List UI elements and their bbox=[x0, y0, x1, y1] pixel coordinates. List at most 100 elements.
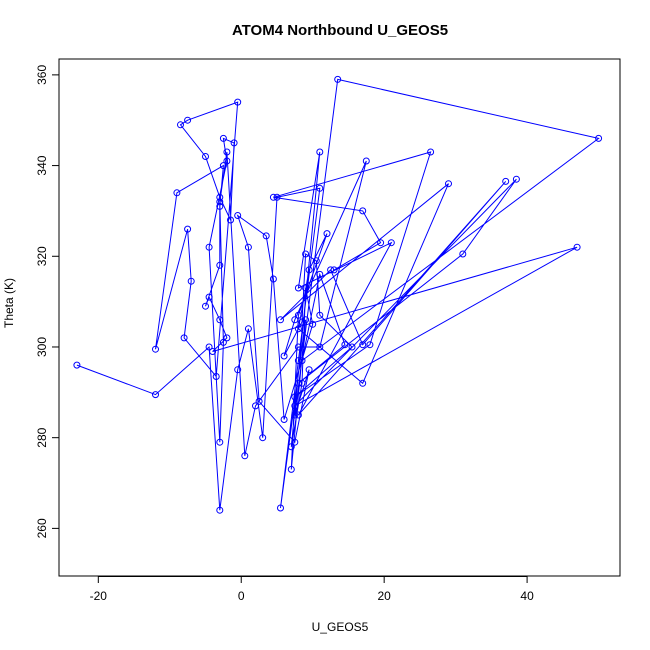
data-point bbox=[362, 157, 370, 165]
data-point bbox=[359, 341, 367, 349]
data-point bbox=[334, 75, 342, 83]
data-point bbox=[252, 402, 259, 410]
data-point bbox=[273, 193, 281, 201]
data-point bbox=[294, 411, 302, 419]
data-point bbox=[291, 402, 299, 410]
x-tick-label: 0 bbox=[238, 589, 245, 603]
plot-box bbox=[58, 58, 621, 577]
data-point bbox=[309, 320, 317, 328]
data-point bbox=[219, 338, 227, 346]
data-point bbox=[302, 250, 310, 258]
data-point bbox=[512, 175, 520, 183]
data-point bbox=[187, 277, 195, 285]
data-point bbox=[173, 189, 181, 197]
data-point bbox=[219, 162, 227, 170]
data-point bbox=[234, 366, 242, 374]
data-point bbox=[287, 443, 295, 451]
y-tick-label: 280 bbox=[35, 427, 49, 447]
x-tick-label: -20 bbox=[90, 589, 108, 603]
chart-title: ATOM4 Northbound U_GEOS5 bbox=[232, 22, 448, 39]
data-point bbox=[223, 334, 231, 342]
data-point bbox=[280, 352, 288, 360]
data-point bbox=[262, 232, 270, 240]
data-point bbox=[255, 397, 263, 405]
data-point bbox=[445, 180, 452, 188]
x-axis: -20 0 20 40 bbox=[90, 576, 534, 603]
y-tick-label: 320 bbox=[35, 246, 49, 266]
data-point bbox=[294, 343, 302, 351]
data-point bbox=[302, 284, 310, 292]
data-point bbox=[316, 148, 324, 156]
data-point bbox=[294, 284, 302, 292]
data-point bbox=[277, 504, 284, 512]
data-point bbox=[219, 134, 227, 142]
data-point bbox=[73, 361, 81, 369]
data-point bbox=[291, 393, 299, 401]
y-tick-label: 260 bbox=[35, 518, 49, 538]
data-point bbox=[205, 243, 213, 251]
data-point bbox=[216, 202, 224, 210]
data-point bbox=[327, 266, 335, 274]
data-point bbox=[294, 357, 302, 365]
data-point bbox=[595, 134, 603, 142]
data-point bbox=[216, 261, 224, 269]
x-tick-label: 40 bbox=[520, 589, 534, 603]
data-point bbox=[294, 379, 302, 387]
data-point bbox=[341, 341, 349, 349]
data-point bbox=[573, 243, 581, 251]
data-point bbox=[359, 379, 367, 387]
y-axis: 260 280 300 320 340 360 bbox=[35, 65, 59, 538]
data-point bbox=[244, 325, 252, 333]
data-point bbox=[184, 116, 192, 124]
data-point bbox=[152, 345, 159, 353]
data-point bbox=[234, 212, 242, 219]
data-point bbox=[241, 452, 249, 460]
data-point bbox=[205, 293, 213, 301]
data-point bbox=[291, 438, 299, 446]
data-point bbox=[298, 357, 306, 365]
data-point bbox=[212, 373, 220, 380]
data-point bbox=[294, 311, 302, 319]
data-point bbox=[316, 343, 324, 351]
data-point bbox=[287, 465, 295, 473]
x-tick-label: 20 bbox=[377, 589, 391, 603]
plot-area bbox=[73, 75, 603, 514]
data-point bbox=[209, 348, 217, 355]
data-point bbox=[377, 239, 385, 247]
data-point bbox=[291, 316, 299, 324]
data-point bbox=[234, 98, 242, 106]
series-line bbox=[76, 78, 600, 511]
data-point bbox=[216, 193, 224, 201]
data-point bbox=[227, 216, 234, 224]
y-tick-label: 300 bbox=[35, 337, 49, 357]
data-point bbox=[316, 184, 324, 192]
data-point bbox=[348, 343, 356, 351]
data-point bbox=[216, 316, 224, 324]
data-point bbox=[216, 438, 224, 446]
data-point bbox=[216, 198, 224, 206]
data-point bbox=[177, 121, 184, 129]
data-point bbox=[280, 416, 288, 423]
series-points bbox=[73, 75, 603, 514]
data-point bbox=[184, 225, 192, 233]
data-point bbox=[244, 243, 252, 251]
data-point bbox=[302, 316, 310, 324]
data-point bbox=[298, 379, 306, 387]
data-point bbox=[152, 391, 159, 399]
y-tick-label: 340 bbox=[35, 155, 49, 175]
data-point bbox=[202, 153, 209, 160]
data-point bbox=[316, 270, 324, 278]
data-point bbox=[291, 411, 299, 419]
data-point bbox=[259, 434, 267, 442]
data-point bbox=[323, 230, 331, 238]
data-point bbox=[269, 275, 277, 283]
data-point bbox=[305, 366, 313, 374]
data-point bbox=[202, 302, 209, 310]
y-tick-label: 360 bbox=[35, 65, 49, 85]
data-point bbox=[223, 148, 231, 156]
data-point bbox=[359, 207, 367, 215]
data-point bbox=[216, 506, 224, 514]
data-point bbox=[277, 316, 284, 324]
data-point bbox=[312, 257, 320, 265]
